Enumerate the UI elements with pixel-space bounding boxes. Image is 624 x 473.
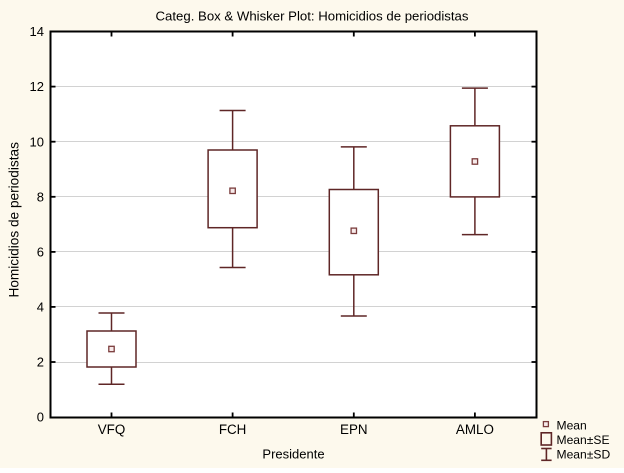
svg-text:8: 8 (37, 189, 44, 204)
svg-text:4: 4 (37, 300, 44, 315)
svg-text:Homicidios de periodistas: Homicidios de periodistas (7, 142, 22, 298)
svg-text:10: 10 (30, 134, 44, 149)
svg-text:VFQ: VFQ (98, 422, 126, 437)
svg-text:6: 6 (37, 245, 44, 260)
svg-text:AMLO: AMLO (456, 422, 494, 437)
svg-text:Presidente: Presidente (262, 447, 324, 462)
svg-text:Mean±SD: Mean±SD (557, 448, 611, 462)
svg-text:Mean±SE: Mean±SE (557, 433, 610, 447)
svg-text:Mean: Mean (557, 418, 587, 432)
svg-text:0: 0 (37, 410, 44, 425)
svg-text:14: 14 (30, 24, 44, 39)
svg-text:Categ. Box & Whisker Plot: Hom: Categ. Box & Whisker Plot: Homicidios de… (156, 9, 469, 24)
svg-text:FCH: FCH (219, 422, 247, 437)
svg-text:12: 12 (30, 79, 44, 94)
svg-text:EPN: EPN (340, 422, 368, 437)
svg-text:2: 2 (37, 355, 44, 370)
